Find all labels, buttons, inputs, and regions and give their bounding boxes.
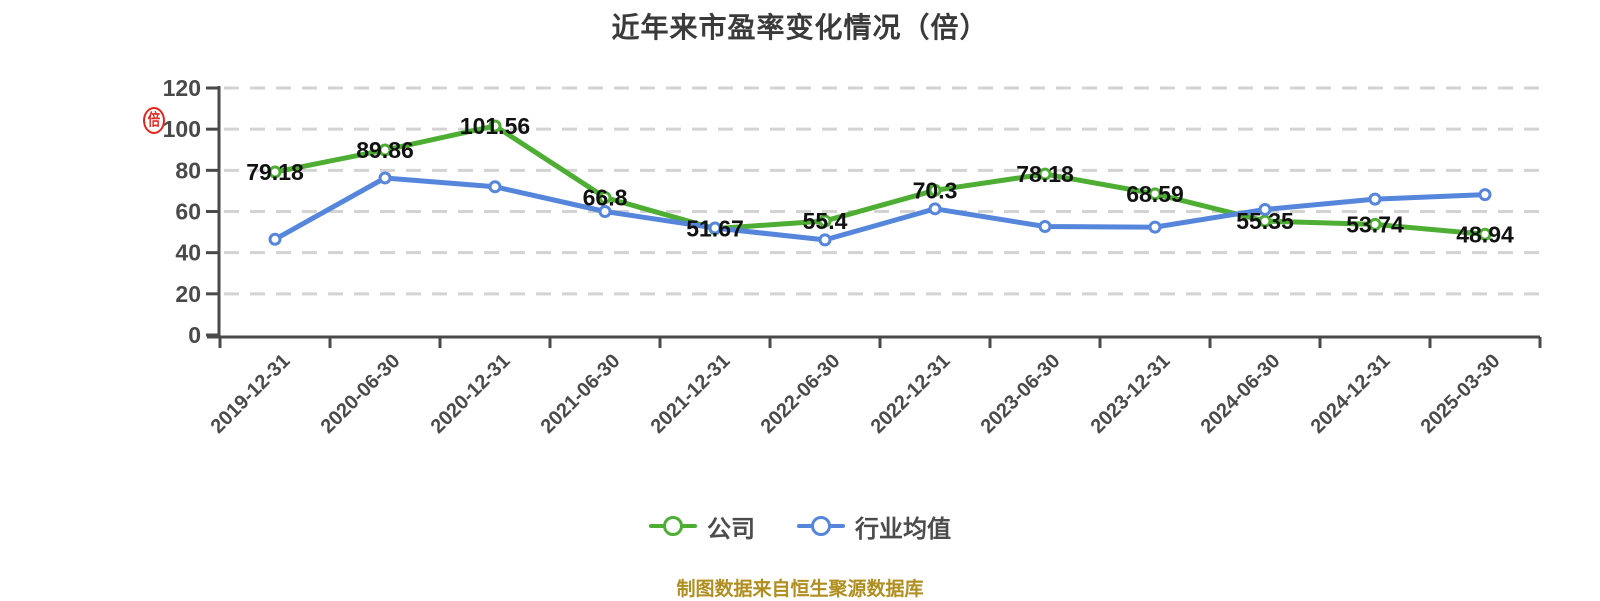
- data-point-marker[interactable]: [598, 191, 612, 205]
- data-label: 66.8: [583, 185, 628, 211]
- x-axis-label: 2024-06-30: [1197, 350, 1285, 438]
- x-axis-label: 2023-06-30: [977, 350, 1065, 438]
- legend-label-industry-average: 行业均值: [855, 515, 951, 543]
- x-axis-label: 2022-06-30: [757, 350, 845, 438]
- data-point-marker[interactable]: [488, 180, 502, 194]
- data-label: 78.18: [1016, 161, 1074, 187]
- x-axis-label: 2021-06-30: [537, 350, 625, 438]
- axes: 0 20 40 60 80 100 120: [163, 75, 1542, 348]
- chart-title: 近年来市盈率变化情况（倍）: [611, 12, 989, 43]
- y-axis-label: 20: [175, 281, 201, 307]
- data-label: 48.94: [1456, 221, 1514, 247]
- data-label: 55.4: [803, 208, 848, 234]
- data-point-marker[interactable]: [708, 221, 722, 235]
- data-label: 79.18: [246, 159, 304, 185]
- data-point-marker[interactable]: [1258, 214, 1272, 228]
- series-行业均值: [268, 171, 1492, 247]
- data-point-marker[interactable]: [928, 202, 942, 216]
- x-axis-label: 2023-12-31: [1087, 350, 1175, 438]
- data-point-marker[interactable]: [1478, 227, 1492, 241]
- data-label: 53.74: [1346, 211, 1404, 237]
- data-point-marker[interactable]: [1148, 187, 1162, 201]
- y-axis-label: 100: [163, 116, 201, 142]
- data-labels: 79.18 89.86 101.56 66.8 51.67 55.4 70.3 78.18 68…: [246, 113, 1514, 247]
- x-axis-label: 2024-12-31: [1307, 350, 1395, 438]
- y-axis-label: 0: [188, 322, 201, 348]
- x-axis-label: 2022-12-31: [867, 350, 955, 438]
- data-point-marker[interactable]: [1038, 220, 1052, 234]
- data-label: 70.3: [913, 177, 958, 203]
- x-axis-label: 2025-03-30: [1417, 350, 1505, 438]
- chart-legend: 公司 行业均值: [0, 505, 1600, 547]
- data-point-marker[interactable]: [488, 119, 502, 133]
- legend-item-industry-average[interactable]: 行业均值: [797, 509, 951, 544]
- legend-label-company: 公司: [707, 515, 755, 543]
- x-axis-label: 2021-12-31: [647, 350, 735, 438]
- series-公司: [268, 119, 1492, 241]
- y-axis-label: 80: [175, 157, 201, 183]
- data-point-marker[interactable]: [378, 171, 392, 185]
- data-label: 68.59: [1126, 181, 1184, 207]
- series-line-0: [272, 123, 1488, 237]
- data-label: 51.67: [686, 216, 744, 242]
- data-point-marker[interactable]: [1368, 192, 1382, 206]
- x-axis-label: 2019-12-31: [207, 350, 295, 438]
- data-point-marker[interactable]: [818, 214, 832, 228]
- data-point-marker[interactable]: [818, 233, 832, 247]
- data-point-marker[interactable]: [928, 183, 942, 197]
- data-point-marker[interactable]: [598, 205, 612, 218]
- y-axis-label: 120: [163, 75, 201, 101]
- data-point-marker[interactable]: [1368, 217, 1382, 231]
- data-point-marker[interactable]: [1258, 202, 1272, 216]
- data-point-marker[interactable]: [268, 232, 282, 246]
- industry-legend-dot: [811, 516, 831, 536]
- gridlines: [224, 86, 1540, 296]
- data-source-note: 制图数据来自恒生聚源数据库: [676, 579, 924, 600]
- data-point-marker[interactable]: [1148, 220, 1162, 234]
- legend-item-company[interactable]: 公司: [649, 509, 755, 544]
- red-stamp-glyph: 倍: [147, 111, 161, 129]
- series-line-1: [272, 175, 1488, 243]
- company-legend-marker-icon: [649, 515, 697, 537]
- x-axis-label: 2020-06-30: [317, 350, 405, 438]
- x-axis-label: 2020-12-31: [427, 350, 515, 438]
- company-legend-dot: [663, 516, 683, 536]
- red-stamp-icon: 倍: [143, 107, 165, 134]
- data-label: 55.35: [1236, 208, 1294, 234]
- data-point-marker[interactable]: [1038, 167, 1052, 181]
- data-label: 101.56: [460, 113, 530, 139]
- data-point-marker[interactable]: [1478, 188, 1492, 202]
- x-axis-labels: 2019-12-31 2020-06-30 2020-12-31 2021-06-30…: [207, 350, 1505, 438]
- data-point-marker[interactable]: [268, 165, 282, 179]
- data-label: 89.86: [356, 137, 414, 163]
- industry-legend-marker-icon: [797, 515, 845, 537]
- y-axis-label: 60: [175, 199, 201, 225]
- y-axis-label: 40: [175, 240, 201, 266]
- data-point-marker[interactable]: [378, 143, 392, 157]
